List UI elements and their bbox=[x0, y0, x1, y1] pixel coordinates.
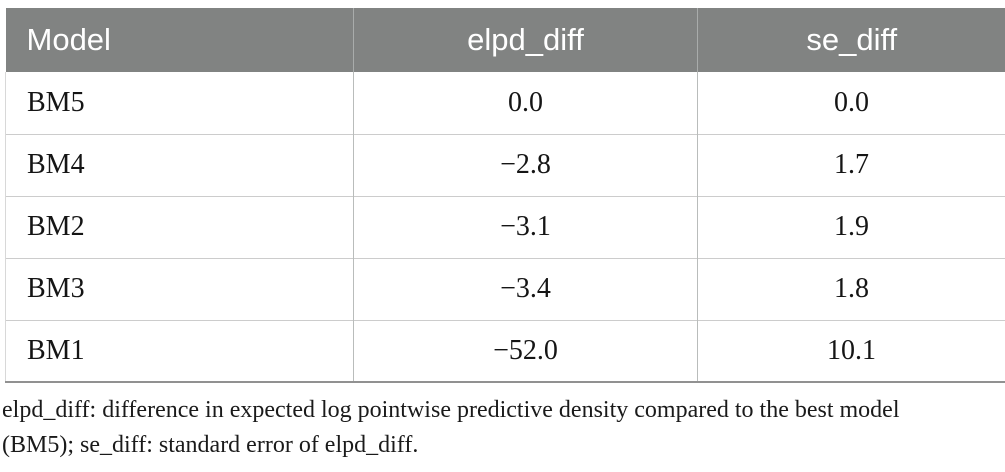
table-row-bm1: BM1 −52.0 10.1 bbox=[5, 319, 1005, 383]
column-header-model: Model bbox=[5, 8, 354, 72]
table-row-bm3: BM3 −3.4 1.8 bbox=[5, 257, 1005, 320]
se-diff-cell: 10.1 bbox=[697, 319, 1005, 383]
se-diff-cell: 1.7 bbox=[697, 133, 1005, 196]
elpd-diff-cell: −3.4 bbox=[353, 257, 698, 320]
elpd-diff-cell: 0.0 bbox=[353, 72, 698, 134]
elpd-diff-cell: −52.0 bbox=[353, 319, 698, 383]
model-cell: BM1 bbox=[5, 319, 354, 383]
model-cell: BM4 bbox=[5, 133, 354, 196]
table-row-bm5: BM5 0.0 0.0 bbox=[5, 72, 1005, 134]
table-row-bm4: BM4 −2.8 1.7 bbox=[5, 133, 1005, 196]
se-diff-cell: 1.9 bbox=[697, 195, 1005, 258]
se-diff-cell: 0.0 bbox=[697, 72, 1005, 134]
elpd-diff-cell: −2.8 bbox=[353, 133, 698, 196]
model-comparison-table: Model elpd_diff se_diff BM5 0.0 0.0 BM4 … bbox=[5, 8, 1005, 383]
model-cell: BM3 bbox=[5, 257, 354, 320]
elpd-diff-cell: −3.1 bbox=[353, 195, 698, 258]
column-header-se-diff: se_diff bbox=[697, 8, 1005, 72]
column-header-elpd-diff: elpd_diff bbox=[353, 8, 698, 72]
table-row-bm2: BM2 −3.1 1.9 bbox=[5, 195, 1005, 258]
model-cell: BM2 bbox=[5, 195, 354, 258]
table-footnote: elpd_diff: difference in expected log po… bbox=[2, 393, 1005, 463]
se-diff-cell: 1.8 bbox=[697, 257, 1005, 320]
footnote-line-2: (BM5); se_diff: standard error of elpd_d… bbox=[2, 432, 419, 458]
model-cell: BM5 bbox=[5, 72, 354, 134]
footnote-line-1: elpd_diff: difference in expected log po… bbox=[2, 397, 900, 423]
table-header-row: Model elpd_diff se_diff bbox=[5, 8, 1005, 72]
